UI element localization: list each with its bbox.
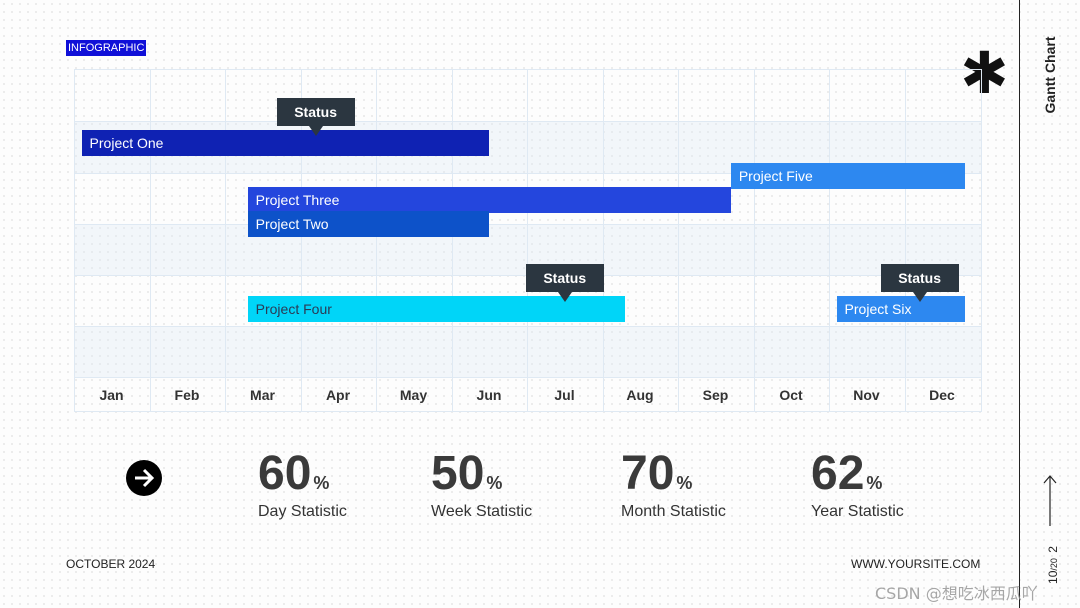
stat-value: 50 — [431, 447, 485, 500]
stat-year: 62% Year Statistic — [811, 447, 904, 521]
page-total: 20 — [1049, 558, 1059, 569]
grid-line — [74, 121, 982, 122]
gantt-bar[interactable]: Project One — [81, 130, 490, 156]
sidebar-divider — [1019, 0, 1020, 608]
grid-line — [74, 173, 982, 174]
status-callout: Status — [525, 264, 604, 302]
month-label: Jan — [99, 387, 124, 403]
stat-value: 62 — [811, 447, 865, 500]
stat-unit: % — [313, 473, 330, 493]
grid-line — [74, 377, 982, 378]
grid-line — [753, 69, 755, 412]
gantt-bar[interactable]: Project Six — [836, 296, 965, 322]
arrow-right-icon[interactable] — [1040, 474, 1060, 528]
stat-label: Week Statistic — [431, 503, 533, 520]
status-callout: Status — [276, 98, 355, 136]
grid-line — [527, 69, 528, 412]
month-label: Jul — [554, 387, 575, 403]
page-current: 10 — [1046, 570, 1060, 584]
sidebar-title: Gantt Chart — [1042, 36, 1058, 114]
stat-week: 50% Week Statistic — [431, 447, 532, 521]
asterisk-icon: ✱ — [960, 39, 1009, 107]
month-label: Apr — [325, 387, 351, 403]
grid-line — [602, 69, 604, 412]
grid-line — [225, 69, 226, 412]
grid-line — [74, 224, 982, 225]
stat-value: 70 — [621, 447, 675, 500]
month-label: Mar — [250, 387, 275, 403]
gantt-chart: Jan Feb Mar Apr May Jun Jul Aug Sep Oct Nov Dec Proj… — [74, 69, 982, 412]
stat-month: 70% Month Statistic — [621, 447, 726, 521]
grid-line — [149, 69, 151, 412]
page-number: 10/20 2 — [1046, 546, 1060, 584]
month-label: Dec — [929, 387, 955, 403]
stat-unit: % — [486, 473, 503, 493]
gantt-bar[interactable]: Project Five — [730, 163, 965, 189]
month-label: Feb — [174, 387, 200, 403]
watermark: CSDN @想吃冰西瓜吖 — [875, 584, 1038, 603]
month-label: Aug — [626, 387, 654, 403]
grid-line — [300, 69, 302, 412]
grid-line — [829, 69, 830, 412]
page-separator: / — [1049, 568, 1059, 571]
grid-line — [451, 69, 453, 412]
grid-line — [904, 69, 906, 412]
stat-unit: % — [866, 473, 883, 493]
status-callout: Status — [880, 264, 959, 302]
month-label: Jun — [476, 387, 502, 403]
infographic-tag: INFOGRAPHIC — [66, 40, 147, 56]
grid-line — [678, 69, 679, 412]
stat-label: Day Statistic — [258, 503, 347, 520]
stat-unit: % — [676, 473, 693, 493]
month-label: Nov — [853, 387, 880, 403]
month-label: May — [399, 387, 428, 403]
chart-border — [74, 69, 982, 412]
month-label: Oct — [779, 387, 803, 403]
gantt-bar[interactable]: Project Two — [247, 211, 490, 237]
stat-label: Year Statistic — [811, 503, 904, 520]
gantt-bar[interactable]: Project Three — [247, 187, 731, 213]
stat-day: 60% Day Statistic — [258, 447, 347, 521]
grid-line — [74, 326, 982, 327]
month-label: Sep — [702, 387, 729, 403]
stat-label: Month Statistic — [621, 503, 726, 520]
arrow-right-circle-icon[interactable] — [126, 460, 162, 496]
footer-date: OCTOBER 2024 — [66, 557, 156, 571]
page-count: 2 — [1046, 546, 1060, 553]
footer-website[interactable]: WWW.YOURSITE.COM — [851, 557, 981, 571]
stat-value: 60 — [258, 447, 312, 500]
grid-line — [376, 69, 377, 412]
